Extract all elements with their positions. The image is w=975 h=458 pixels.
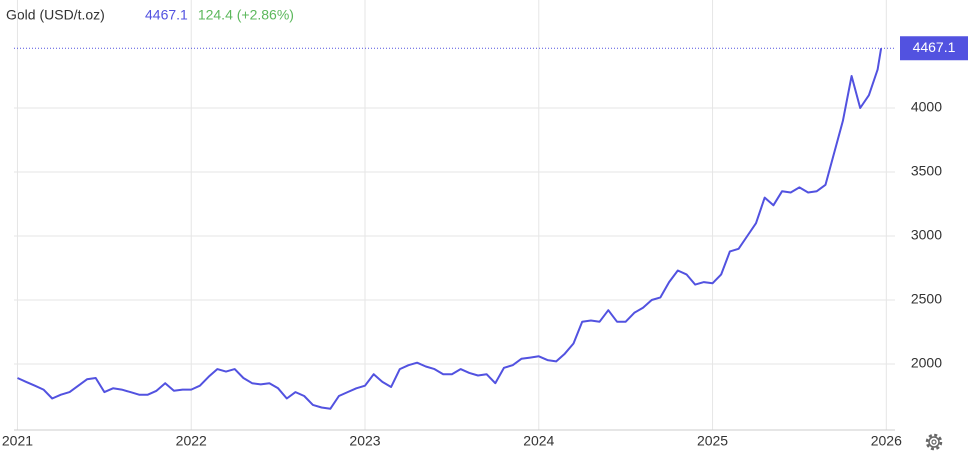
y-tick-label: 3000: [911, 227, 942, 243]
x-tick-label: 2026: [871, 433, 902, 449]
x-tick-label: 2023: [349, 433, 380, 449]
settings-icon[interactable]: [925, 433, 943, 451]
last-price: 4467.1: [145, 7, 188, 23]
x-tick-label: 2024: [523, 433, 554, 449]
last-price-tag-label: 4467.1: [913, 39, 956, 55]
gear-ring: [928, 436, 940, 448]
last-price-tag: [900, 36, 968, 61]
gear-teeth: [925, 433, 943, 451]
y-tick-label: 2000: [911, 355, 942, 371]
y-tick-label: 3500: [911, 163, 942, 179]
gear-hub: [931, 439, 937, 445]
x-tick-label: 2025: [697, 433, 728, 449]
y-tick-label: 4000: [911, 99, 942, 115]
price-change: 124.4 (+2.86%): [198, 7, 294, 23]
price-line: [17, 48, 883, 410]
y-tick-label: 2500: [911, 291, 942, 307]
x-tick-label: 2022: [176, 433, 207, 449]
x-tick-label: 2021: [2, 433, 33, 449]
chart-title: Gold (USD/t.oz): [6, 7, 105, 23]
